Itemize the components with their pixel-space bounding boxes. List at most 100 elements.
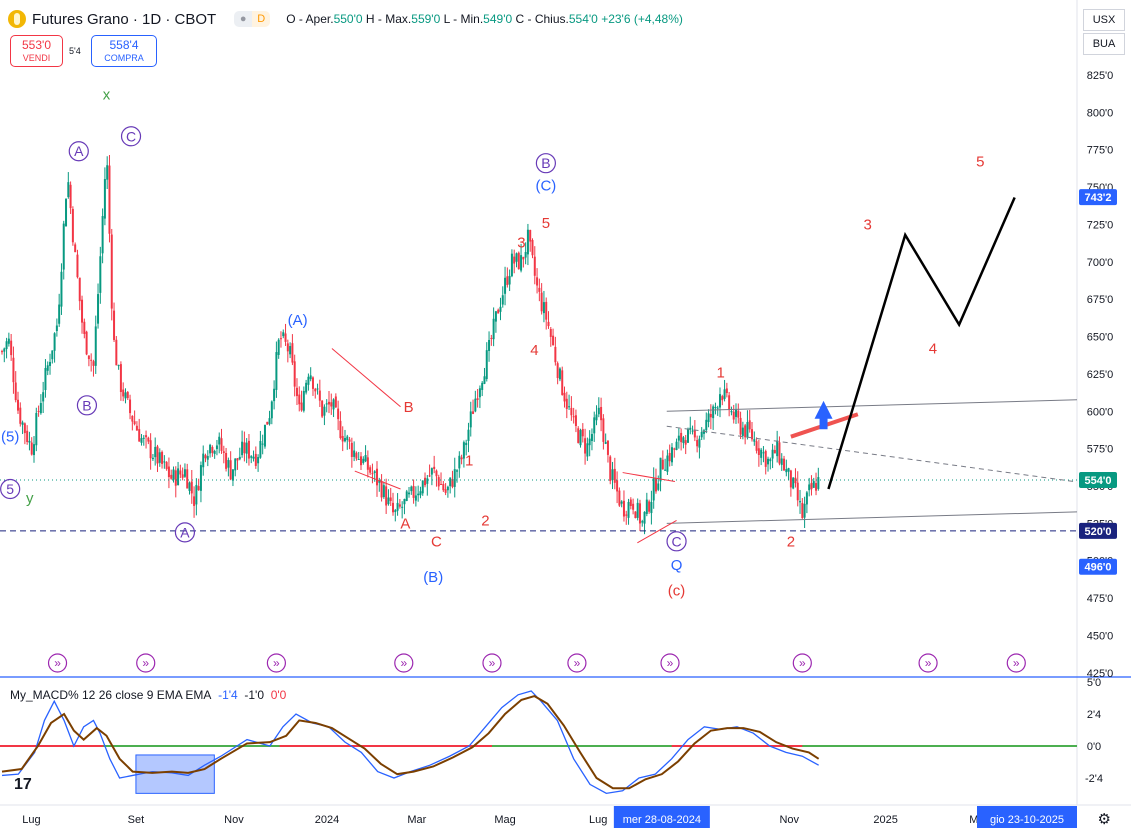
- candle-body: [638, 503, 641, 524]
- signal-value: -1'0: [244, 688, 265, 702]
- sell-button[interactable]: 553'0 VENDI: [10, 35, 63, 67]
- candle-body: [712, 406, 715, 419]
- data-badge[interactable]: D: [252, 11, 271, 27]
- x-tick-label: 2025: [873, 814, 897, 826]
- candle-body: [385, 486, 388, 506]
- pattern-line: [637, 519, 677, 544]
- candle-body: [366, 457, 369, 470]
- candle-body: [783, 458, 786, 471]
- candle-body: [565, 398, 568, 409]
- candle-body: [243, 442, 246, 454]
- event-marker-icon: »: [567, 653, 587, 673]
- macd-y-tick: 0'0: [1087, 741, 1101, 753]
- candle-body: [705, 419, 708, 431]
- candle-body: [460, 457, 463, 460]
- macd-title: My_MACD% 12 26 close 9 EMA EMA: [10, 688, 212, 702]
- wave-label: (B): [423, 569, 443, 586]
- candle-body: [270, 401, 273, 419]
- wave-label: y: [26, 490, 34, 507]
- candle-body: [616, 480, 619, 492]
- sell-price: 553'0: [22, 38, 51, 52]
- visibility-toggle[interactable]: ● D: [234, 11, 271, 27]
- candle-body: [403, 499, 406, 505]
- candle-body: [613, 468, 616, 483]
- candle-body: [600, 406, 603, 421]
- macd-y-tick: -2'4: [1085, 773, 1103, 785]
- candle-body: [696, 440, 699, 447]
- candle-body: [241, 441, 244, 456]
- candle-body: [316, 388, 319, 390]
- candle-body: [14, 382, 17, 401]
- candle-body: [49, 361, 52, 366]
- candle-body: [654, 478, 657, 492]
- candle-body: [401, 506, 404, 508]
- candle-body: [282, 332, 285, 337]
- candle-body: [474, 398, 477, 412]
- candle-body: [172, 469, 175, 480]
- event-marker-glyph: »: [574, 656, 581, 670]
- candle-body: [492, 318, 495, 340]
- candle-body: [728, 395, 731, 411]
- tradingview-logo-icon[interactable]: 17: [14, 776, 32, 793]
- candle-body: [419, 491, 422, 496]
- candle-body: [398, 504, 401, 507]
- candle-body: [563, 392, 566, 402]
- candle-body: [117, 365, 120, 367]
- candle-group: [1, 155, 820, 535]
- candle-body: [446, 486, 449, 491]
- event-marker-glyph: »: [273, 656, 280, 670]
- candle-body: [341, 435, 344, 442]
- candle-body: [254, 453, 257, 466]
- wave-label-circle: [0, 478, 21, 500]
- candle-body: [522, 256, 525, 260]
- event-marker-icon: »: [482, 653, 502, 673]
- candle-body: [378, 480, 381, 483]
- candle-body: [39, 403, 42, 414]
- candle-body: [552, 335, 555, 346]
- high-value: 559'0: [411, 12, 441, 26]
- wave-label: C: [126, 128, 136, 144]
- candle-body: [145, 435, 148, 438]
- candle-body: [273, 388, 276, 402]
- candle-body: [53, 333, 56, 351]
- candle-body: [330, 402, 333, 407]
- y-tick-label: 625'0: [1087, 369, 1114, 381]
- candle-body: [263, 424, 266, 447]
- candle-body: [392, 502, 395, 513]
- candle-body: [803, 503, 806, 518]
- wave-label: 4: [929, 341, 937, 358]
- candle-body: [540, 292, 543, 312]
- candle-body: [67, 182, 70, 198]
- pattern-line: [622, 472, 676, 483]
- y-tick-label: 425'0: [1087, 668, 1114, 680]
- currency-select[interactable]: USX: [1083, 9, 1125, 31]
- candle-body: [211, 447, 214, 453]
- eye-icon[interactable]: ●: [234, 11, 253, 27]
- wave-label: B: [404, 399, 414, 416]
- x-tick-label: Lug: [589, 814, 607, 826]
- candle-body: [154, 446, 157, 458]
- candle-body: [355, 452, 358, 459]
- macd-value: -1'4: [218, 688, 238, 702]
- candle-body: [321, 400, 324, 417]
- candle-body: [300, 402, 303, 411]
- candle-body: [60, 271, 63, 307]
- wave-label: Q: [671, 557, 683, 574]
- candle-body: [730, 411, 733, 413]
- candle-body: [373, 471, 376, 474]
- candle-body: [801, 502, 804, 519]
- event-marker-ring: [567, 653, 587, 673]
- settings-gear-icon[interactable]: ⚙: [1097, 811, 1111, 828]
- candle-body: [568, 406, 571, 408]
- macd-legend[interactable]: My_MACD% 12 26 close 9 EMA EMA -1'4 -1'0…: [10, 688, 286, 702]
- buy-button[interactable]: 558'4 COMPRA: [91, 35, 157, 67]
- symbol-title[interactable]: Futures Grano · 1D · CBOT: [32, 10, 217, 28]
- event-marker-icon: »: [394, 653, 414, 673]
- event-marker-ring: [136, 653, 156, 673]
- candle-body: [579, 430, 582, 446]
- unit-select[interactable]: BUA: [1083, 33, 1125, 55]
- candle-body: [110, 234, 113, 309]
- wave-label: A: [400, 515, 410, 532]
- candle-body: [103, 179, 106, 219]
